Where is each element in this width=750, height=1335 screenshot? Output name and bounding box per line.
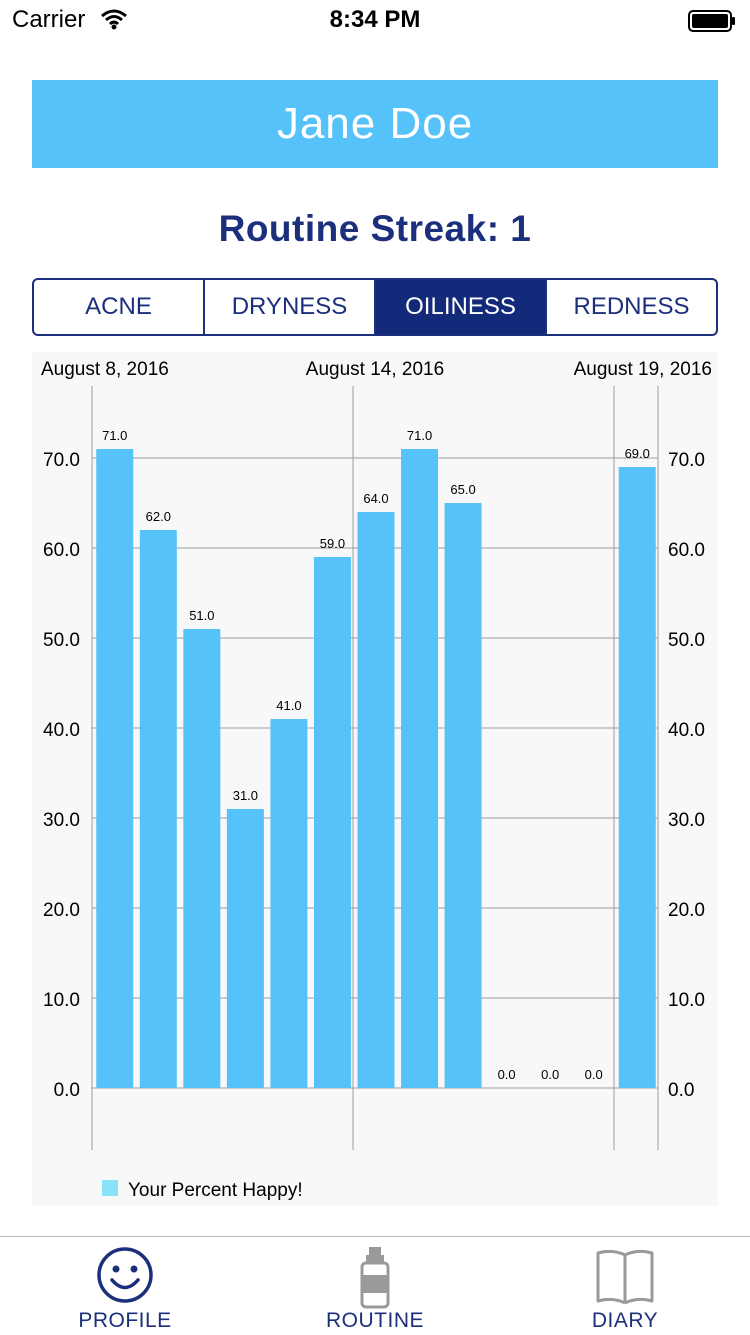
y-tick-left: 10.0: [43, 990, 80, 1011]
segment-label: OILINESS: [405, 293, 516, 320]
bar: [183, 629, 221, 1088]
tab-routine-label: ROUTINE: [326, 1309, 424, 1332]
bar: [357, 512, 395, 1088]
bar-value-label: 59.0: [320, 536, 345, 551]
carrier-label: Carrier: [12, 6, 86, 33]
wifi-icon: [101, 9, 127, 30]
y-tick-right: 70.0: [668, 450, 705, 471]
y-tick-left: 60.0: [43, 540, 80, 561]
y-tick-right: 40.0: [668, 720, 705, 741]
segment-dryness[interactable]: DRYNESS: [205, 280, 376, 334]
date-label-middle: August 14, 2016: [306, 359, 444, 380]
happiness-bar-chart[interactable]: 0.0 0.0 10.0 10.0 20.0 20.0 30.0 30.0 40.0 40.0 50…: [32, 352, 718, 1206]
bottle-icon: [360, 1247, 390, 1309]
tab-profile-label: PROFILE: [78, 1309, 172, 1332]
segment-label: ACNE: [85, 293, 152, 320]
bar: [313, 557, 351, 1088]
segment-redness[interactable]: REDNESS: [547, 280, 716, 334]
tab-routine[interactable]: ROUTINE: [250, 1237, 500, 1335]
routine-streak: Routine Streak: 1: [218, 208, 532, 249]
date-label-start: August 8, 2016: [41, 359, 169, 380]
condition-segmented-control: ACNE DRYNESS OILINESS REDNESS: [32, 278, 718, 336]
bar-value-label: 0.0: [585, 1067, 603, 1082]
date-label-end: August 19, 2016: [574, 359, 712, 380]
segment-label: REDNESS: [573, 293, 690, 320]
segment-oiliness[interactable]: OILINESS: [376, 280, 547, 334]
y-tick-right: 30.0: [668, 810, 705, 831]
bar-value-label: 71.0: [102, 428, 127, 443]
y-tick-left: 40.0: [43, 720, 80, 741]
bar-value-label: 71.0: [407, 428, 432, 443]
bar: [96, 449, 134, 1088]
segment-label: DRYNESS: [231, 293, 348, 320]
status-bar: Carrier 8:34 PM: [0, 0, 750, 40]
y-tick-left: 0.0: [54, 1080, 80, 1101]
bar-value-label: 0.0: [541, 1067, 559, 1082]
y-tick-right: 50.0: [668, 630, 705, 651]
bar: [618, 467, 656, 1088]
y-tick-right: 10.0: [668, 990, 705, 1011]
legend-swatch: [102, 1180, 118, 1196]
bar-value-label: 51.0: [189, 608, 214, 623]
bar: [401, 449, 439, 1088]
bar: [444, 503, 482, 1088]
legend-label: Your Percent Happy!: [128, 1180, 303, 1201]
y-tick-right: 20.0: [668, 900, 705, 921]
tab-bar: PROFILE ROUTINE DIARY: [0, 1236, 750, 1335]
tab-diary-label: DIARY: [591, 1309, 659, 1332]
profile-name-banner: Jane Doe: [32, 80, 718, 168]
y-tick-right: 60.0: [668, 540, 705, 561]
bar-value-label: 0.0: [498, 1067, 516, 1082]
battery-icon: [688, 10, 735, 32]
tab-diary[interactable]: DIARY: [500, 1237, 750, 1335]
clock: 8:34 PM: [329, 6, 421, 33]
bar: [226, 809, 264, 1088]
chart-canvas[interactable]: 0.0 0.0 10.0 10.0 20.0 20.0 30.0 30.0 40.0 40.0 50…: [32, 352, 718, 1206]
segment-acne[interactable]: ACNE: [34, 280, 205, 334]
bar-value-label: 64.0: [363, 491, 388, 506]
profile-name: Jane Doe: [276, 99, 474, 148]
y-tick-left: 50.0: [43, 630, 80, 651]
bar-value-label: 65.0: [450, 482, 475, 497]
bar-value-label: 69.0: [625, 446, 650, 461]
y-tick-left: 20.0: [43, 900, 80, 921]
bar-value-label: 41.0: [276, 698, 301, 713]
bar-value-label: 31.0: [233, 788, 258, 803]
book-icon: [596, 1249, 654, 1305]
bar: [270, 719, 308, 1088]
bar: [139, 530, 177, 1088]
y-tick-right: 0.0: [668, 1080, 694, 1101]
smiley-icon: [97, 1247, 153, 1303]
y-tick-left: 30.0: [43, 810, 80, 831]
tab-profile[interactable]: PROFILE: [0, 1237, 250, 1335]
bar-value-label: 62.0: [146, 509, 171, 524]
y-tick-left: 70.0: [43, 450, 80, 471]
